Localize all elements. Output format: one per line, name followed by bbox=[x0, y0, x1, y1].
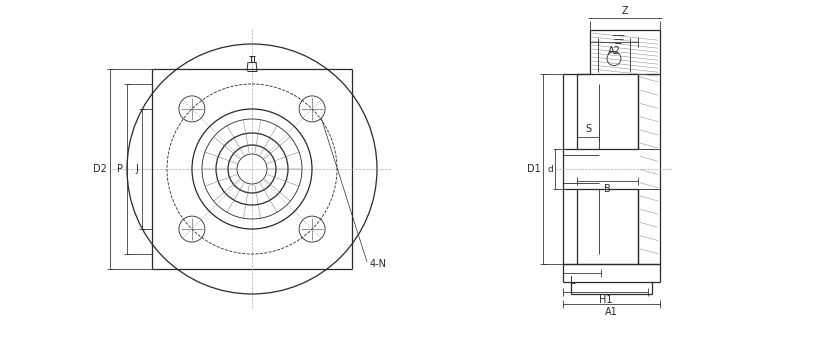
Text: J: J bbox=[135, 164, 139, 174]
Text: L: L bbox=[570, 276, 576, 286]
Text: D2: D2 bbox=[93, 164, 107, 174]
Text: Z: Z bbox=[622, 6, 628, 16]
Text: d: d bbox=[547, 165, 553, 173]
Text: A1: A1 bbox=[605, 307, 618, 317]
Text: D1: D1 bbox=[527, 164, 541, 174]
Text: P: P bbox=[117, 164, 123, 174]
Text: S: S bbox=[585, 124, 591, 134]
Text: H1: H1 bbox=[599, 295, 612, 305]
Text: A2: A2 bbox=[608, 46, 620, 56]
Text: B: B bbox=[604, 184, 611, 194]
Text: 4-N: 4-N bbox=[370, 259, 387, 269]
